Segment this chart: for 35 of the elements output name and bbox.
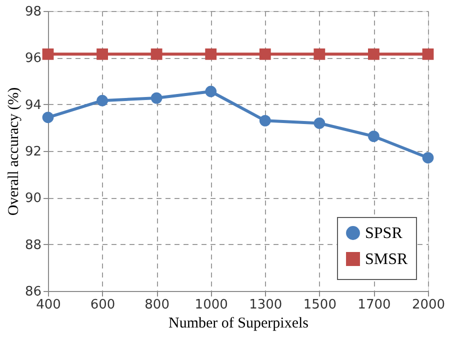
point [96, 48, 108, 60]
point [150, 92, 162, 104]
y-tick-label: 86 [24, 284, 42, 300]
y-tick-label: 88 [24, 238, 42, 253]
x-tick-label: 2000 [412, 298, 446, 312]
x-tick-label: 1700 [358, 298, 391, 312]
point [205, 48, 217, 60]
point [368, 48, 380, 60]
point [259, 48, 271, 60]
y-axis-title: Overall accuracy (%) [6, 87, 22, 216]
point [422, 152, 434, 164]
x-axis-title: Number of Superpixels [168, 316, 309, 332]
point [259, 114, 271, 126]
x-tick-label: 400 [36, 298, 61, 312]
x-tick-label: 1500 [303, 298, 336, 312]
point [314, 48, 326, 60]
point [205, 86, 217, 98]
x-tick-label: 1000 [194, 298, 228, 312]
point [314, 118, 326, 129]
y-tick-label: 90 [24, 191, 42, 206]
legend-label: SMSR [365, 251, 408, 268]
x-tick-label: 600 [90, 298, 116, 312]
x-tick-label: 800 [144, 298, 170, 312]
y-tick-label: 98 [24, 4, 42, 20]
x-tick-label: 1300 [249, 298, 282, 312]
y-tick-label: 94 [24, 98, 42, 113]
point [150, 48, 162, 60]
point [422, 48, 434, 60]
y-tick-label: 92 [24, 144, 42, 160]
point [42, 112, 54, 124]
point [42, 48, 54, 60]
point [368, 130, 380, 142]
point [96, 94, 108, 106]
legend-label: SPSR [365, 225, 403, 242]
y-tick-label: 96 [24, 51, 42, 66]
